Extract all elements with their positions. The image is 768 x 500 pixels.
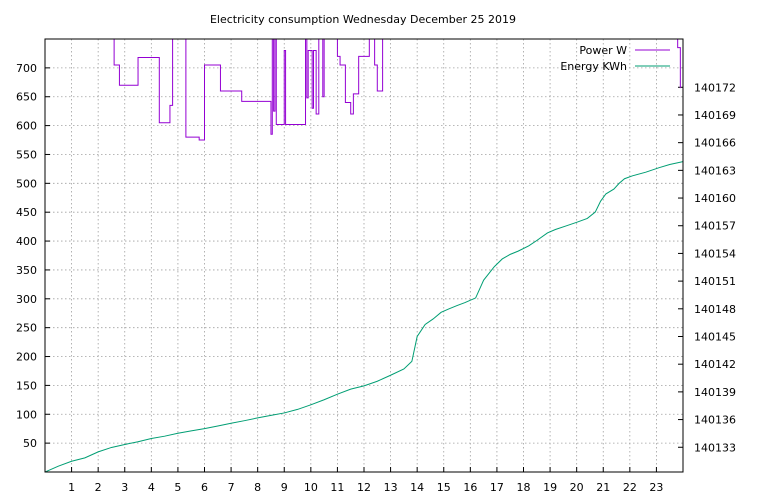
- y-right-tick-label: 140142: [694, 358, 736, 371]
- series-power-w-line: [113, 39, 681, 141]
- y-left-tick-label: 650: [16, 91, 37, 104]
- y-right-tick-label: 140133: [694, 441, 736, 454]
- y-left-tick-label: 100: [16, 408, 37, 421]
- x-tick-label: 22: [623, 481, 637, 494]
- series-layer: [45, 39, 683, 472]
- y-left-tick-label: 200: [16, 351, 37, 364]
- y-right-tick-label: 140166: [694, 137, 736, 150]
- x-tick-label: 7: [228, 481, 235, 494]
- x-tick-label: 6: [201, 481, 208, 494]
- grid: [45, 39, 683, 472]
- x-tick-label: 15: [437, 481, 451, 494]
- y-right-tick-label: 140154: [694, 247, 736, 260]
- y-right-tick-label: 140157: [694, 220, 736, 233]
- y-left-tick-label: 600: [16, 120, 37, 133]
- x-tick-label: 19: [543, 481, 557, 494]
- chart-title: Electricity consumption Wednesday Decemb…: [210, 13, 516, 26]
- y-right-tick-label: 140145: [694, 330, 736, 343]
- y-right-tick-label: 140163: [694, 164, 736, 177]
- x-tick-label: 11: [330, 481, 344, 494]
- x-tick-label: 16: [463, 481, 477, 494]
- x-axis: 1 2 3 4 5 6 7 8 9 10 11 12 13 14 15 16 17 18 19 20 21 22 23: [68, 467, 663, 494]
- y-left-tick-label: 150: [16, 379, 37, 392]
- y-left-tick-label: 500: [16, 177, 37, 190]
- y-left-tick-label: 400: [16, 235, 37, 248]
- y-left-tick-label: 550: [16, 148, 37, 161]
- x-tick-label: 10: [304, 481, 318, 494]
- y-left-tick-label: 50: [23, 437, 37, 450]
- x-tick-label: 13: [384, 481, 398, 494]
- x-tick-label: 23: [649, 481, 663, 494]
- y-right-tick-label: 140160: [694, 192, 736, 205]
- y-right-tick-label: 140172: [694, 81, 736, 94]
- y-left-tick-label: 300: [16, 293, 37, 306]
- x-tick-label: 8: [254, 481, 261, 494]
- x-tick-label: 4: [148, 481, 155, 494]
- y-left-axis: 50 100 150 200 250 300 350 400 450 500 550 600 650 70…: [16, 62, 50, 450]
- plot-border: [44, 38, 684, 473]
- y-left-tick-label: 450: [16, 206, 37, 219]
- y-left-tick-label: 350: [16, 264, 37, 277]
- x-tick-label: 9: [281, 481, 288, 494]
- y-right-tick-label: 140151: [694, 275, 736, 288]
- x-tick-label: 5: [174, 481, 181, 494]
- y-right-tick-label: 140136: [694, 414, 736, 427]
- y-right-tick-label: 140139: [694, 386, 736, 399]
- x-tick-label: 2: [95, 481, 102, 494]
- x-tick-label: 3: [121, 481, 128, 494]
- x-tick-label: 18: [517, 481, 531, 494]
- y-right-tick-label: 140169: [694, 109, 736, 122]
- legend-label: Power W: [579, 44, 627, 57]
- y-left-tick-label: 700: [16, 62, 37, 75]
- y-right-axis: 140133 140136 140139 140142 140145 140148 1401…: [678, 81, 736, 454]
- x-tick-label: 21: [596, 481, 610, 494]
- series-energy-kwh-line: [45, 161, 683, 472]
- x-tick-label: 12: [357, 481, 371, 494]
- x-tick-label: 17: [490, 481, 504, 494]
- y-left-tick-label: 250: [16, 322, 37, 335]
- y-right-tick-label: 140148: [694, 303, 736, 316]
- x-tick-label: 20: [570, 481, 584, 494]
- legend: Power W Energy KWh: [560, 44, 670, 73]
- x-tick-label: 1: [68, 481, 75, 494]
- legend-label: Energy KWh: [560, 60, 627, 73]
- x-tick-label: 14: [410, 481, 424, 494]
